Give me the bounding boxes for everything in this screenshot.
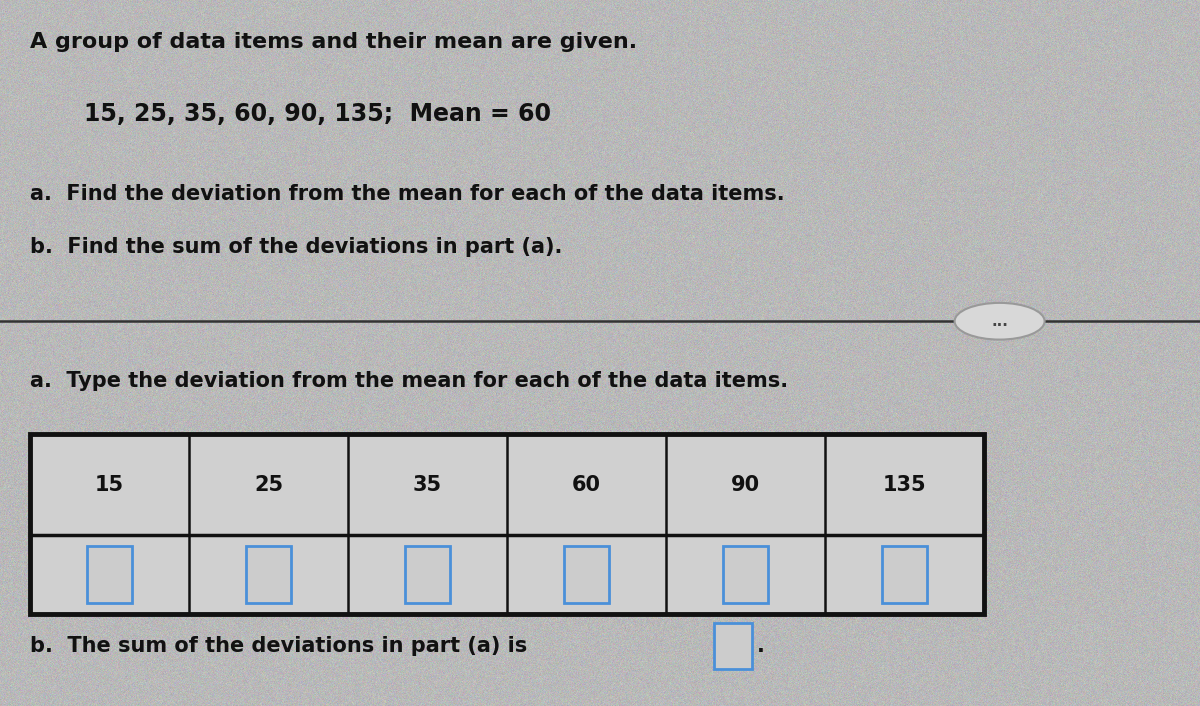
Text: .: . [757,636,766,656]
Text: 15: 15 [95,474,124,495]
Text: 90: 90 [731,474,760,495]
Text: b.  The sum of the deviations in part (a) is: b. The sum of the deviations in part (a)… [30,636,527,656]
Bar [406,546,450,603]
Text: 35: 35 [413,474,442,495]
Bar [882,546,926,603]
Text: a.  Find the deviation from the mean for each of the data items.: a. Find the deviation from the mean for … [30,184,785,203]
Bar [724,546,768,603]
Text: A group of data items and their mean are given.: A group of data items and their mean are… [30,32,637,52]
Bar [30,434,984,614]
Text: 60: 60 [572,474,601,495]
Bar [714,623,752,669]
Bar [246,546,290,603]
Ellipse shape [955,303,1044,340]
Bar [88,546,132,603]
Text: a.  Type the deviation from the mean for each of the data items.: a. Type the deviation from the mean for … [30,371,788,390]
Text: 135: 135 [883,474,926,495]
Bar [30,434,984,614]
Bar [564,546,608,603]
Text: 25: 25 [254,474,283,495]
Text: b.  Find the sum of the deviations in part (a).: b. Find the sum of the deviations in par… [30,237,563,256]
Text: 15, 25, 35, 60, 90, 135;  Mean = 60: 15, 25, 35, 60, 90, 135; Mean = 60 [84,102,551,126]
Text: ...: ... [991,313,1008,329]
